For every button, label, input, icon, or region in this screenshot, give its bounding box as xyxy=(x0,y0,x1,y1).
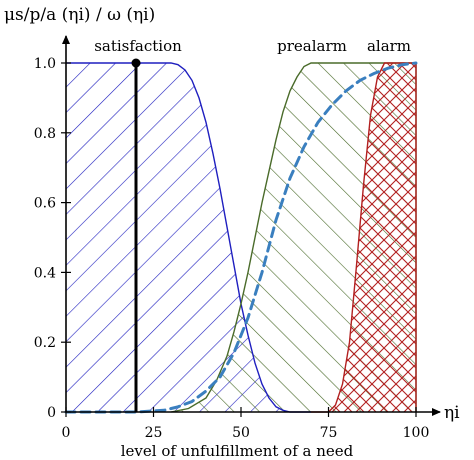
y-tick-label: 0.6 xyxy=(34,196,56,212)
y-axis-label: μs/p/a (ηi) / ω (ηi) xyxy=(4,5,155,25)
y-tick-label: 1.0 xyxy=(34,56,56,72)
series-label-alarm: alarm xyxy=(367,37,411,55)
x-tick-label: 0 xyxy=(62,425,71,441)
series-areas xyxy=(66,63,416,412)
x-tick-label: 50 xyxy=(232,425,250,441)
y-tick-label: 0.2 xyxy=(34,335,56,351)
x-axis-symbol: ηi xyxy=(444,403,460,423)
series-label-prealarm: prealarm xyxy=(277,37,347,55)
area-satisfaction xyxy=(66,63,311,412)
x-tick-label: 75 xyxy=(320,425,338,441)
area-alarm xyxy=(311,63,416,412)
series-curves xyxy=(64,61,418,414)
y-tick-label: 0.8 xyxy=(34,126,56,142)
y-tick-label: 0 xyxy=(47,405,56,421)
curve-aggregate xyxy=(64,61,418,414)
x-tick-label: 100 xyxy=(403,425,430,441)
y-ticks: 0 0.2 0.4 0.6 0.8 1.0 xyxy=(34,56,71,421)
y-tick-label: 0.4 xyxy=(34,265,56,281)
x-ticks: 0 25 50 75 100 xyxy=(62,407,430,441)
curve-satisfaction xyxy=(66,62,311,413)
x-tick-label: 25 xyxy=(145,425,163,441)
series-label-satisfaction: satisfaction xyxy=(94,37,182,55)
x-axis-label: level of unfulfillment of a need xyxy=(121,442,354,460)
marker-point xyxy=(131,58,141,68)
